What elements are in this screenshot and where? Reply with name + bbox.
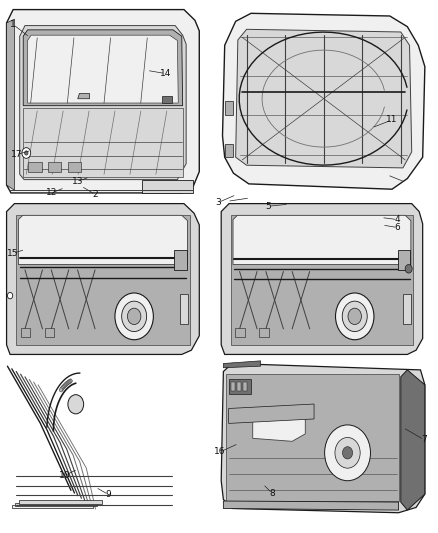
Circle shape bbox=[122, 301, 147, 332]
Bar bbox=[68, 162, 81, 172]
Text: 14: 14 bbox=[160, 69, 171, 78]
Circle shape bbox=[25, 151, 28, 155]
Text: 1: 1 bbox=[10, 20, 16, 29]
Circle shape bbox=[335, 438, 360, 468]
Circle shape bbox=[60, 387, 63, 392]
Circle shape bbox=[325, 425, 371, 481]
Text: 7: 7 bbox=[421, 435, 427, 444]
Bar bbox=[162, 95, 172, 103]
Text: 3: 3 bbox=[215, 198, 221, 207]
Circle shape bbox=[68, 394, 84, 414]
Polygon shape bbox=[78, 93, 89, 99]
Circle shape bbox=[65, 381, 69, 385]
Bar bbox=[45, 328, 54, 337]
Text: 10: 10 bbox=[59, 471, 71, 480]
Polygon shape bbox=[226, 374, 399, 501]
Bar bbox=[229, 379, 251, 394]
Bar bbox=[259, 328, 269, 337]
Polygon shape bbox=[12, 505, 93, 508]
Circle shape bbox=[336, 293, 374, 340]
Polygon shape bbox=[223, 361, 261, 368]
Circle shape bbox=[64, 382, 68, 386]
Text: 12: 12 bbox=[46, 189, 57, 197]
Text: 16: 16 bbox=[214, 448, 226, 456]
Polygon shape bbox=[23, 30, 183, 106]
Circle shape bbox=[64, 383, 67, 387]
Circle shape bbox=[67, 379, 71, 384]
Polygon shape bbox=[142, 180, 193, 193]
Circle shape bbox=[69, 379, 72, 383]
Bar bbox=[243, 382, 247, 391]
Polygon shape bbox=[15, 503, 97, 506]
Polygon shape bbox=[7, 204, 199, 354]
Circle shape bbox=[67, 381, 70, 385]
Circle shape bbox=[342, 301, 367, 332]
Circle shape bbox=[61, 385, 65, 390]
Text: 9: 9 bbox=[106, 490, 112, 499]
Text: 5: 5 bbox=[265, 202, 271, 211]
Circle shape bbox=[127, 308, 141, 325]
Polygon shape bbox=[221, 204, 423, 354]
Bar bbox=[235, 328, 245, 337]
Polygon shape bbox=[20, 26, 186, 180]
Circle shape bbox=[405, 264, 412, 273]
Text: 4: 4 bbox=[395, 215, 400, 224]
Polygon shape bbox=[223, 501, 399, 510]
Circle shape bbox=[62, 384, 66, 389]
Text: 6: 6 bbox=[395, 223, 401, 232]
Bar bbox=[28, 162, 42, 172]
Circle shape bbox=[343, 447, 353, 459]
Bar bbox=[225, 101, 233, 115]
Polygon shape bbox=[231, 215, 413, 345]
Polygon shape bbox=[233, 215, 411, 264]
Bar bbox=[174, 249, 187, 270]
Text: 2: 2 bbox=[93, 190, 98, 199]
Text: 13: 13 bbox=[72, 177, 84, 185]
Polygon shape bbox=[16, 215, 190, 345]
Polygon shape bbox=[7, 19, 14, 190]
Circle shape bbox=[7, 293, 13, 299]
Bar bbox=[237, 382, 241, 391]
Text: 15: 15 bbox=[7, 249, 19, 257]
Polygon shape bbox=[221, 364, 425, 513]
Polygon shape bbox=[23, 108, 183, 177]
Polygon shape bbox=[401, 370, 425, 510]
Bar bbox=[21, 328, 30, 337]
Circle shape bbox=[348, 308, 361, 325]
Polygon shape bbox=[223, 13, 425, 189]
Bar bbox=[48, 162, 61, 172]
Polygon shape bbox=[19, 500, 102, 504]
Circle shape bbox=[115, 293, 153, 340]
Polygon shape bbox=[28, 35, 178, 103]
Polygon shape bbox=[253, 411, 305, 441]
Text: 17: 17 bbox=[11, 150, 22, 159]
Circle shape bbox=[60, 386, 64, 391]
Polygon shape bbox=[236, 29, 412, 168]
Polygon shape bbox=[7, 10, 199, 193]
Bar bbox=[225, 144, 233, 157]
Bar bbox=[398, 249, 410, 270]
Circle shape bbox=[22, 148, 31, 158]
Text: 11: 11 bbox=[386, 116, 398, 124]
Polygon shape bbox=[18, 215, 187, 264]
Bar bbox=[180, 294, 188, 324]
Polygon shape bbox=[229, 404, 314, 423]
Text: 8: 8 bbox=[269, 489, 276, 498]
Bar bbox=[231, 382, 235, 391]
Bar bbox=[403, 294, 411, 324]
